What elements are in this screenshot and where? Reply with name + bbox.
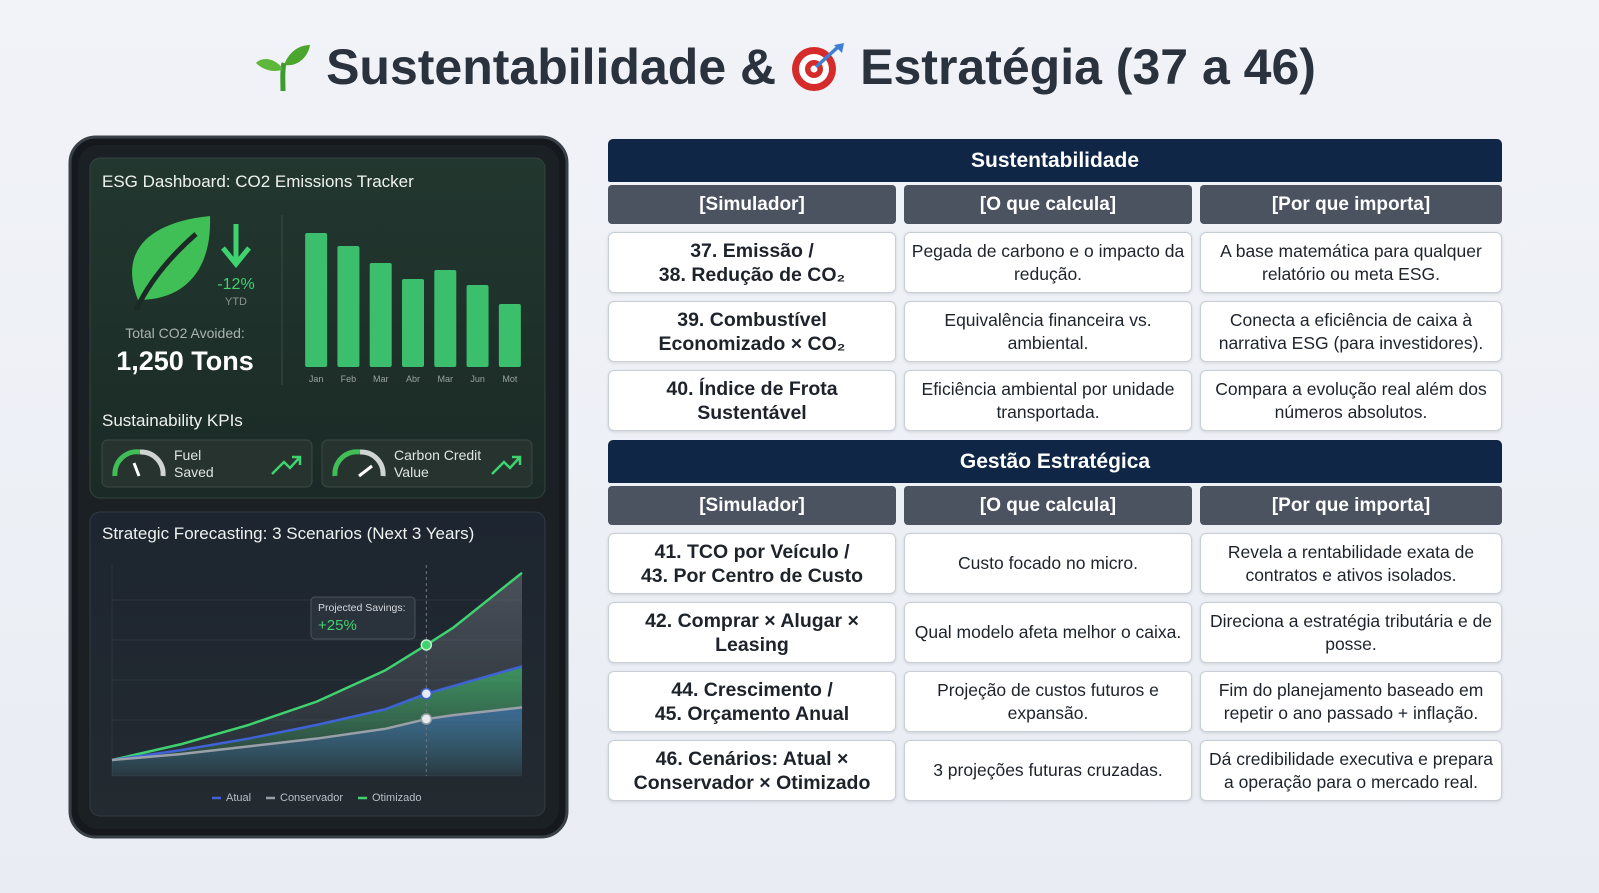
header-row: [Simulador] [O que calcula] [Por que impor… xyxy=(608,185,1502,224)
table-cell: Fim do planejamento baseado em repetir o… xyxy=(1200,671,1502,732)
gauge-icon xyxy=(332,449,386,478)
panel-title: ESG Dashboard: CO2 Emissions Tracker xyxy=(102,172,414,191)
table-row: 39. Combustível Economizado × CO₂ Equival… xyxy=(608,301,1502,362)
total-value: 1,250 Tons xyxy=(116,346,254,376)
bar xyxy=(434,270,457,367)
bar xyxy=(402,279,424,367)
table-cell: Qual modelo afeta melhor o caixa. xyxy=(904,602,1192,663)
kpi-card xyxy=(101,439,313,488)
kpi-card xyxy=(321,439,533,488)
table-cell: 40. Índice de Frota Sustentável xyxy=(608,370,896,431)
table-section: Sustentabilidade [Simulador] [O que calcul… xyxy=(608,139,1502,431)
legend-label: Atual xyxy=(226,792,251,804)
annotation-label: Projected Savings: xyxy=(318,602,406,614)
kpi-label-line: Carbon Credit xyxy=(394,447,481,463)
annotation-value: +25% xyxy=(318,617,357,634)
panel-title: Strategic Forecasting: 3 Scenarios (Next… xyxy=(102,524,474,543)
change-period: YTD xyxy=(225,296,247,308)
table-cell: Equivalência financeira vs. ambiental. xyxy=(904,301,1192,362)
x-tick-label: Jun xyxy=(470,374,485,384)
plant-icon xyxy=(256,45,311,92)
table-row: 42. Comprar × Alugar × Leasing Qual model… xyxy=(608,602,1502,663)
table-row: 37. Emissão / 38. Redução de CO₂ Pegada d… xyxy=(608,232,1502,293)
column-header: [Simulador] xyxy=(608,185,896,224)
kpi-label-line: Value xyxy=(394,464,429,480)
section-title: Gestão Estratégica xyxy=(608,440,1502,483)
highlight-point xyxy=(420,687,433,700)
table-cell: 37. Emissão / 38. Redução de CO₂ xyxy=(608,232,896,293)
series-line xyxy=(111,665,523,762)
bar xyxy=(369,263,392,367)
bar xyxy=(466,285,489,367)
x-tick-label: Jan xyxy=(309,374,324,384)
bar xyxy=(498,304,521,367)
table-cell: A base matemática para qualquer relatóri… xyxy=(1200,232,1502,293)
x-tick-label: Mar xyxy=(373,374,389,384)
table-cell: Dá credibilidade executiva e prepara a o… xyxy=(1200,740,1502,801)
column-header: [Por que importa] xyxy=(1200,185,1502,224)
table-cell: Eficiência ambiental por unidade transpo… xyxy=(904,370,1192,431)
table-cell: Conecta a eficiência de caixa à narrativ… xyxy=(1200,301,1502,362)
table-cell: Pegada de carbono e o impacto da redução… xyxy=(904,232,1192,293)
highlight-point xyxy=(420,713,433,725)
table-cell: 3 projeções futuras cruzadas. xyxy=(904,740,1192,801)
table-row: 40. Índice de Frota Sustentável Eficiênci… xyxy=(608,370,1502,431)
series-line xyxy=(111,571,523,762)
title-part: Estratégia (37 a 46) xyxy=(860,39,1316,95)
table-cell: 44. Crescimento / 45. Orçamento Anual xyxy=(608,671,896,732)
kpi-label: Fuel Saved xyxy=(174,447,214,480)
table-cell: Projeção de custos futuros e expansão. xyxy=(904,671,1192,732)
column-header: [Por que importa] xyxy=(1200,486,1502,525)
trend-icon xyxy=(271,455,302,475)
x-tick-label: Mot xyxy=(502,374,518,384)
target-icon xyxy=(792,43,845,91)
x-tick-label: Feb xyxy=(341,374,357,384)
header-row: [Simulador] [O que calcula] [Por que impor… xyxy=(608,486,1502,525)
page-title: Sustentabilidade & Estratégia (37 a 46) xyxy=(0,38,1570,96)
table-cell: 41. TCO por Veículo / 43. Por Centro de … xyxy=(608,533,896,594)
series-area xyxy=(112,707,522,776)
dashboard-tablet: ESG Dashboard: CO2 Emissions Tracker -12… xyxy=(68,135,569,839)
x-tick-label: Abr xyxy=(406,374,420,384)
bar xyxy=(337,246,360,367)
series-line xyxy=(111,706,523,762)
table-row: 46. Cenários: Atual × Conservador × Otim… xyxy=(608,740,1502,801)
trend-icon xyxy=(491,455,522,475)
down-arrow xyxy=(221,224,251,268)
table-cell: 39. Combustível Economizado × CO₂ xyxy=(608,301,896,362)
table-cell: Compara a evolução real além dos números… xyxy=(1200,370,1502,431)
table-section: Gestão Estratégica [Simulador] [O que calc… xyxy=(608,440,1502,801)
annotation-box xyxy=(310,596,416,640)
legend-label: Otimizado xyxy=(372,792,422,804)
kpi-title: Sustainability KPIs xyxy=(102,411,243,430)
gauge-icon xyxy=(112,449,166,477)
column-header: [O que calcula] xyxy=(904,486,1192,525)
legend-label: Conservador xyxy=(280,792,343,804)
strategy-table: Sustentabilidade [Simulador] [O que calcul… xyxy=(608,139,1502,801)
column-header: [Simulador] xyxy=(608,486,896,525)
table-row: 41. TCO por Veículo / 43. Por Centro de … xyxy=(608,533,1502,594)
table-cell: Direciona a estratégia tributária e de p… xyxy=(1200,602,1502,663)
table-row: 44. Crescimento / 45. Orçamento Anual Pro… xyxy=(608,671,1502,732)
bar xyxy=(305,233,328,367)
leaf-icon xyxy=(132,216,211,312)
highlight-point xyxy=(420,639,433,651)
title-part: Sustentabilidade & xyxy=(326,39,777,95)
total-label: Total CO2 Avoided: xyxy=(125,325,245,341)
change-value: -12% xyxy=(217,276,254,293)
table-cell: 46. Cenários: Atual × Conservador × Otim… xyxy=(608,740,896,801)
table-cell: Revela a rentabilidade exata de contrato… xyxy=(1200,533,1502,594)
table-cell: 42. Comprar × Alugar × Leasing xyxy=(608,602,896,663)
kpi-label: Carbon Credit Value xyxy=(394,447,481,480)
kpi-label-line: Saved xyxy=(174,464,214,480)
column-header: [O que calcula] xyxy=(904,185,1192,224)
x-tick-label: Mar xyxy=(438,374,454,384)
kpi-label-line: Fuel xyxy=(174,447,201,463)
table-cell: Custo focado no micro. xyxy=(904,533,1192,594)
section-title: Sustentabilidade xyxy=(608,139,1502,182)
